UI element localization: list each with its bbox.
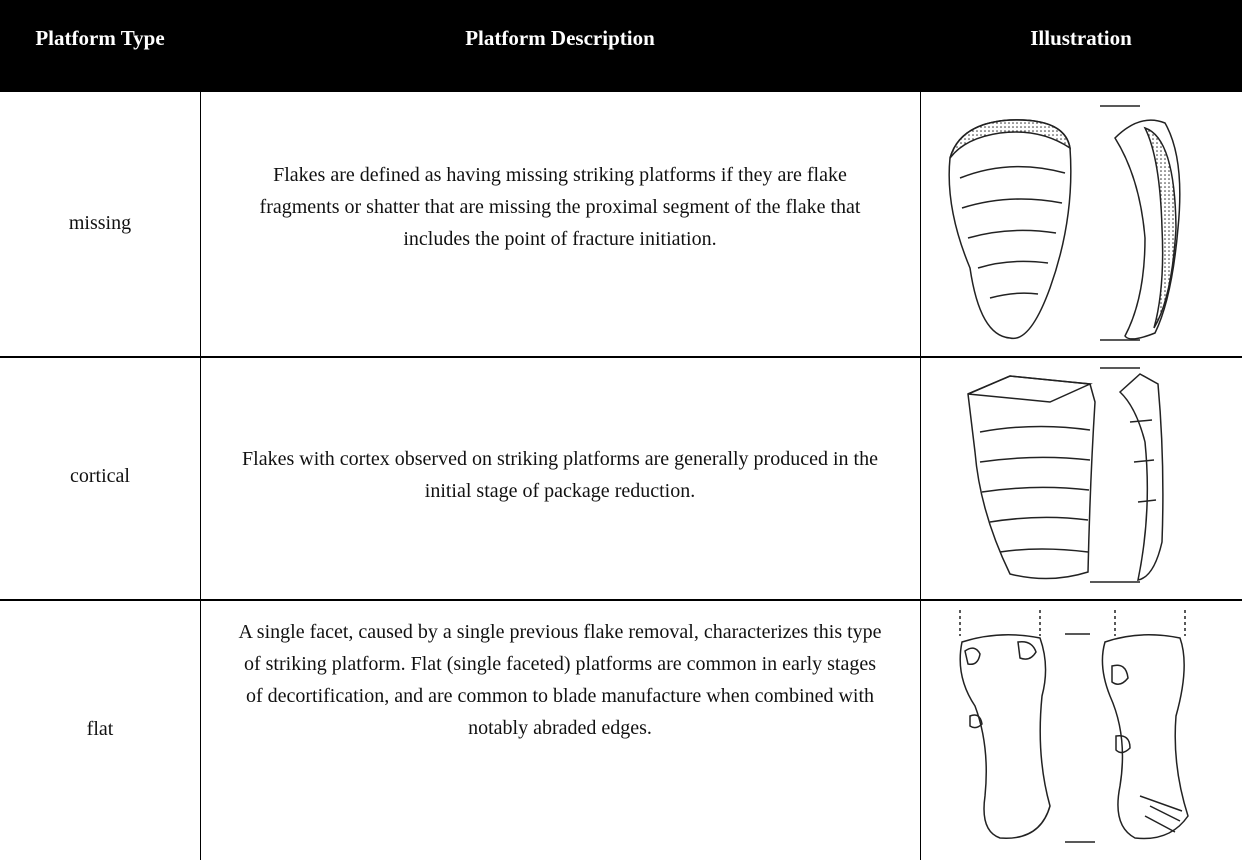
illustration-cortical [967,367,1164,583]
column-header: Illustration [1030,26,1132,50]
platform-description: Flakes with cortex observed on striking … [242,448,878,502]
header-row: Platform Type Platform Description Illus… [0,0,1242,92]
column-header: Platform Description [465,26,655,50]
platform-type: cortical [70,465,130,487]
row-divider [0,599,1242,601]
platform-type: flat [86,718,114,740]
platform-description: A single facet, caused by a single previ… [238,621,882,739]
illustration-missing [948,105,1181,341]
column-divider [200,92,201,860]
platform-type: missing [68,212,132,234]
column-divider [920,92,921,860]
column-header: Platform Type [35,26,165,50]
platform-description: Flakes are defined as having missing str… [259,164,861,250]
row-divider [0,356,1242,358]
illustration-flat [959,610,1189,843]
